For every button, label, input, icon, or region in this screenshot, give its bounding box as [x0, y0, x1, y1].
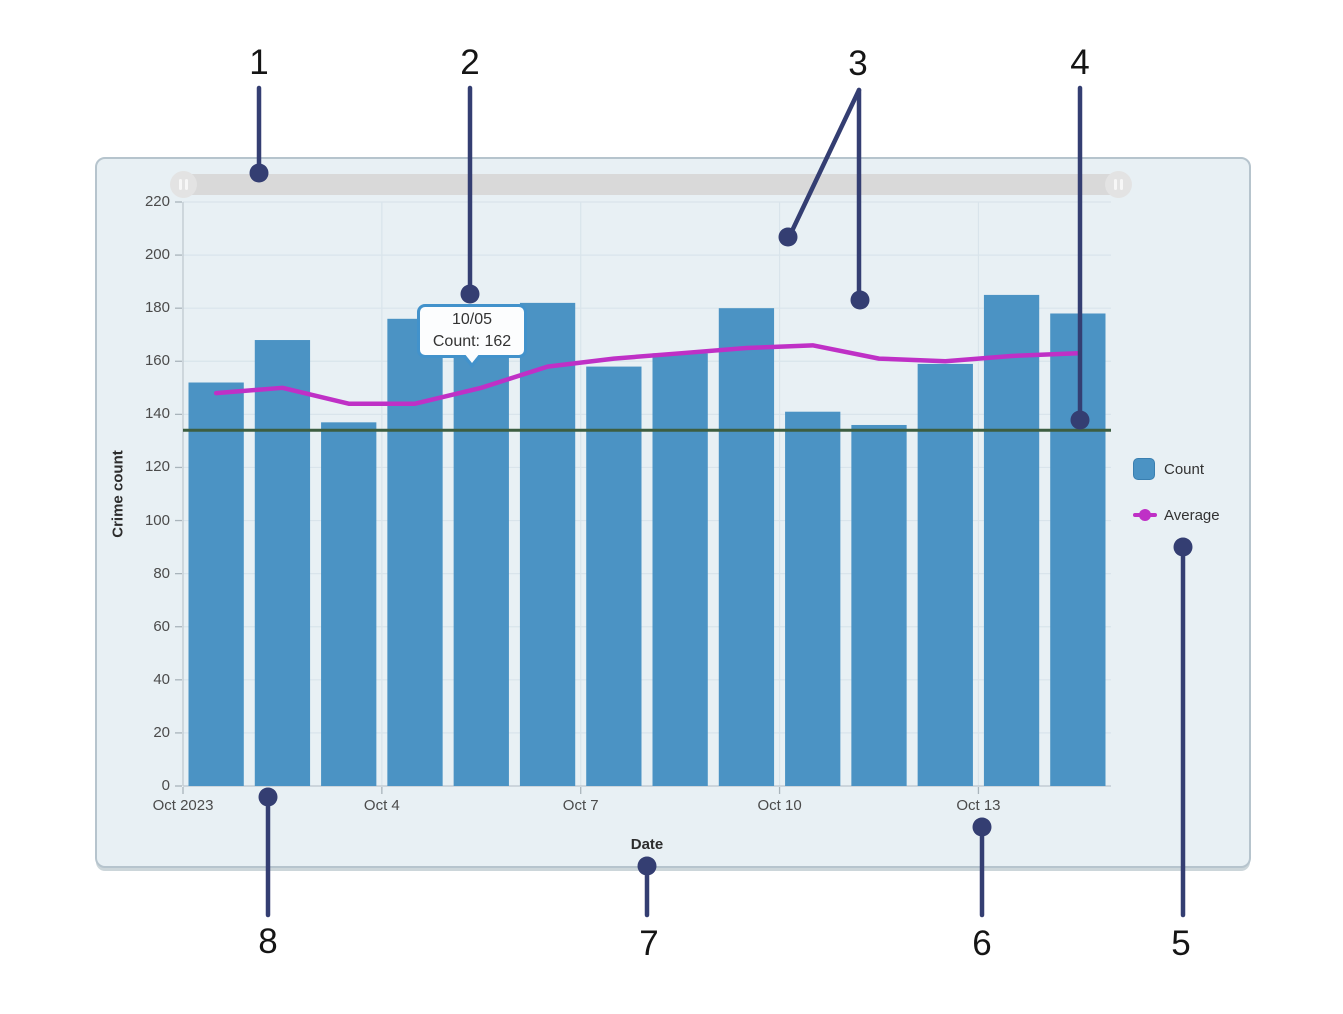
count-bar-10/02[interactable]: [254, 340, 311, 786]
count-bar-10/13[interactable]: [983, 294, 1040, 786]
legend-label-count: Count: [1164, 460, 1205, 478]
callout-number-1: 1: [249, 43, 269, 82]
x-axis-title: Date: [630, 836, 664, 853]
count-bar-10/07[interactable]: [586, 366, 642, 786]
callout-number-2: 2: [460, 43, 480, 82]
y-tick-label: 220: [144, 193, 170, 210]
callout-dot-4: [1070, 410, 1090, 430]
y-tick-label: 140: [144, 405, 170, 423]
y-tick-label: 80: [153, 564, 170, 582]
count-bar-10/09[interactable]: [718, 308, 775, 786]
y-tick-label: 0: [161, 777, 170, 794]
callout-number-3: 3: [848, 44, 868, 83]
x-tick-label: Oct 13: [956, 797, 1001, 814]
tooltip-date: 10/05: [451, 311, 493, 328]
slider-grip-icon: [185, 179, 188, 190]
average-line[interactable]: [213, 343, 1081, 406]
slider-handle-left[interactable]: [170, 171, 197, 198]
legend: Count Average: [1133, 458, 1220, 550]
y-tick-label: 200: [144, 246, 170, 264]
callout-dot-5: [1173, 537, 1193, 557]
slider-grip-icon: [179, 179, 182, 190]
count-bar-10/10[interactable]: [785, 411, 841, 786]
legend-item-average[interactable]: Average: [1133, 504, 1220, 526]
time-range-slider[interactable]: [170, 171, 1132, 198]
count-bar-10/01[interactable]: [188, 382, 244, 786]
callout-dot-6: [972, 817, 992, 837]
y-tick-label: 120: [144, 458, 170, 476]
y-tick-label: 20: [153, 723, 170, 741]
x-tick-label: Oct 2023: [152, 797, 214, 814]
y-tick-label: 160: [144, 352, 170, 370]
count-bar-10/11[interactable]: [851, 424, 907, 786]
count-bar-10/03[interactable]: [321, 422, 377, 786]
callout-number-6: 6: [972, 924, 992, 963]
callout-dot-3: [778, 227, 798, 247]
chart-tooltip: 10/05 Count: 162: [417, 304, 527, 358]
y-tick-label: 100: [144, 511, 170, 529]
slider-handle-right[interactable]: [1105, 171, 1132, 198]
y-tick-label: 40: [153, 670, 170, 688]
callout-number-7: 7: [639, 924, 659, 963]
callout-dot-1: [249, 163, 269, 183]
callout-dot-3: [850, 290, 870, 310]
count-bar-10/05[interactable]: [453, 355, 509, 786]
legend-label-average: Average: [1164, 506, 1220, 524]
callout-dot-8: [258, 787, 278, 807]
x-tick-label: Oct 4: [363, 797, 400, 814]
count-bar-10/04[interactable]: [387, 318, 443, 786]
callout-number-5: 5: [1171, 924, 1191, 963]
x-tick-label: Oct 10: [757, 797, 802, 814]
y-tick-label: 60: [153, 617, 170, 635]
count-bar-10/12[interactable]: [917, 363, 973, 786]
count-bar-10/08[interactable]: [652, 353, 708, 786]
callout-number-8: 8: [258, 922, 278, 961]
slider-grip-icon: [1120, 179, 1123, 190]
tooltip-value: Count: 162: [432, 333, 512, 350]
bar-swatch-icon: [1133, 458, 1155, 480]
callout-dot-2: [460, 284, 480, 304]
callout-number-4: 4: [1070, 43, 1090, 82]
callout-dot-7: [637, 856, 657, 876]
slider-grip-icon: [1114, 179, 1117, 190]
callout-line-3: [789, 87, 862, 234]
x-tick-label: Oct 7: [562, 797, 599, 814]
y-tick-label: 180: [144, 299, 170, 317]
legend-item-count[interactable]: Count: [1133, 458, 1220, 480]
count-bar-10/06[interactable]: [519, 302, 576, 786]
line-swatch-icon: [1133, 505, 1157, 525]
